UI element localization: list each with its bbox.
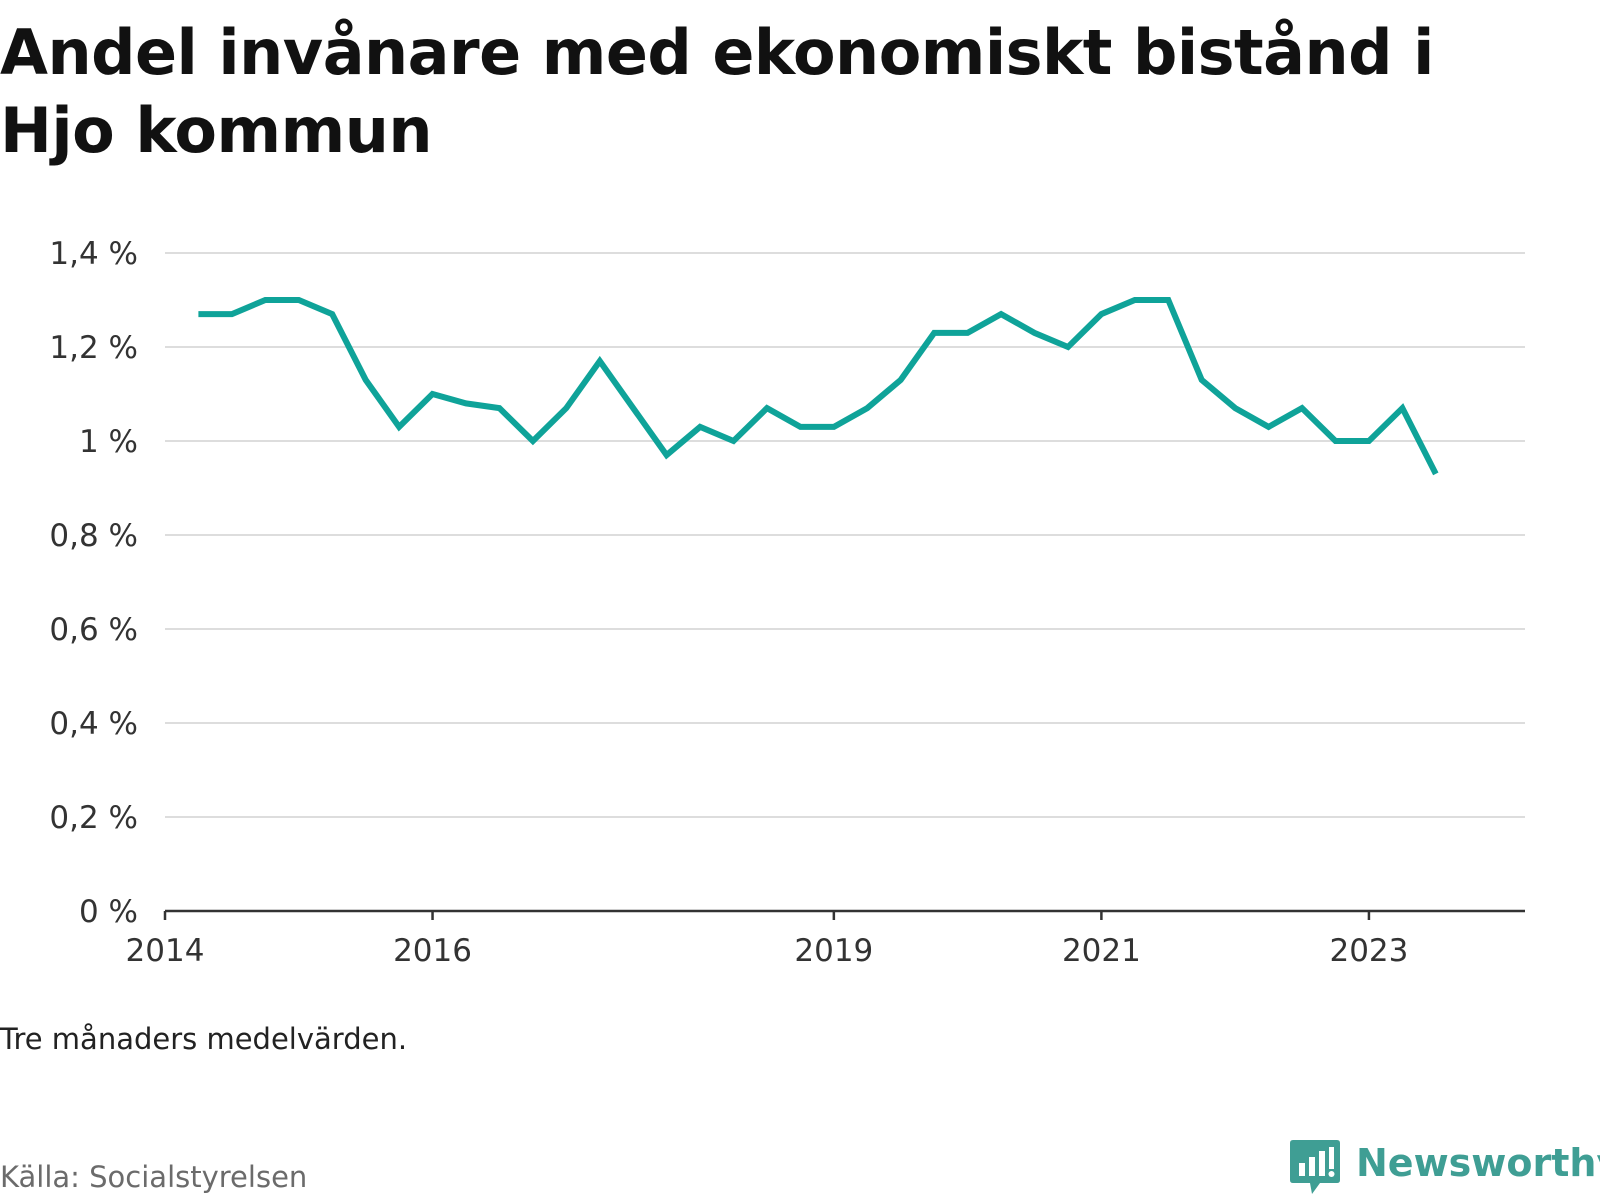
- data-point: [632, 407, 634, 409]
- brand-name: Newsworthy: [1356, 1141, 1600, 1185]
- data-point: [1368, 440, 1370, 442]
- data-point: [1067, 346, 1069, 348]
- x-tick-label: 2021: [1062, 933, 1141, 969]
- data-point: [967, 332, 969, 334]
- data-point: [799, 426, 801, 428]
- data-point: [766, 407, 768, 409]
- data-point: [532, 440, 534, 442]
- newsworthy-logo: Newsworthy: [1290, 1140, 1600, 1200]
- x-axis: 2014 2016 2019 2021 2023: [126, 909, 1525, 969]
- y-tick-label: 1 %: [79, 424, 138, 460]
- y-tick-label: 0,2 %: [49, 800, 138, 836]
- y-tick-label: 1,2 %: [49, 330, 138, 366]
- x-tick-label: 2019: [794, 933, 873, 969]
- grid-lines: [165, 252, 1525, 818]
- data-point: [900, 379, 902, 381]
- line-chart: 0 % 0,2 % 0,4 % 0,6 % 0,8 % 1 % 1,2 % 1,4 % 201…: [49, 236, 1525, 969]
- source-label: Källa: Socialstyrelsen: [0, 1160, 308, 1194]
- x-tick-label: 2016: [393, 933, 472, 969]
- data-point: [1000, 313, 1002, 315]
- data-point: [465, 402, 467, 404]
- data-point: [498, 407, 500, 409]
- series-line: [198, 297, 1439, 476]
- data-point: [666, 454, 668, 456]
- data-point: [1167, 299, 1169, 301]
- data-point: [933, 332, 935, 334]
- chart-title: Andel invånare med ekonomiskt bistånd i …: [0, 16, 1434, 167]
- data-point: [699, 426, 701, 428]
- data-point: [264, 299, 266, 301]
- data-point: [298, 299, 300, 301]
- x-tick-label: 2023: [1329, 933, 1408, 969]
- data-point: [1334, 440, 1336, 442]
- data-point: [1301, 407, 1303, 409]
- data-point: [565, 407, 567, 409]
- y-axis-ticks: 0 % 0,2 % 0,4 % 0,6 % 0,8 % 1 % 1,2 % 1,4 %: [49, 236, 138, 930]
- newsworthy-logo-icon: [1290, 1140, 1340, 1194]
- data-point: [733, 440, 735, 442]
- y-tick-label: 0,6 %: [49, 612, 138, 648]
- data-point: [1401, 407, 1403, 409]
- data-point: [1435, 473, 1437, 475]
- data-point: [365, 379, 367, 381]
- data-point: [866, 407, 868, 409]
- chart-note: Tre månaders medelvärden.: [0, 1022, 408, 1056]
- data-point: [231, 313, 233, 315]
- data-point: [1034, 332, 1036, 334]
- data-point: [1268, 426, 1270, 428]
- y-tick-label: 0,8 %: [49, 518, 138, 554]
- data-point: [599, 360, 601, 362]
- data-point: [1201, 379, 1203, 381]
- data-point: [1100, 313, 1102, 315]
- data-point: [398, 426, 400, 428]
- data-point: [1134, 299, 1136, 301]
- y-tick-label: 1,4 %: [49, 236, 138, 272]
- data-point: [833, 426, 835, 428]
- data-point: [331, 313, 333, 315]
- y-tick-label: 0 %: [79, 894, 138, 930]
- data-point: [197, 313, 199, 315]
- y-tick-label: 0,4 %: [49, 706, 138, 742]
- data-point: [1234, 407, 1236, 409]
- x-tick-label: 2014: [126, 933, 205, 969]
- series-layer: [197, 297, 1439, 476]
- data-point: [432, 393, 434, 395]
